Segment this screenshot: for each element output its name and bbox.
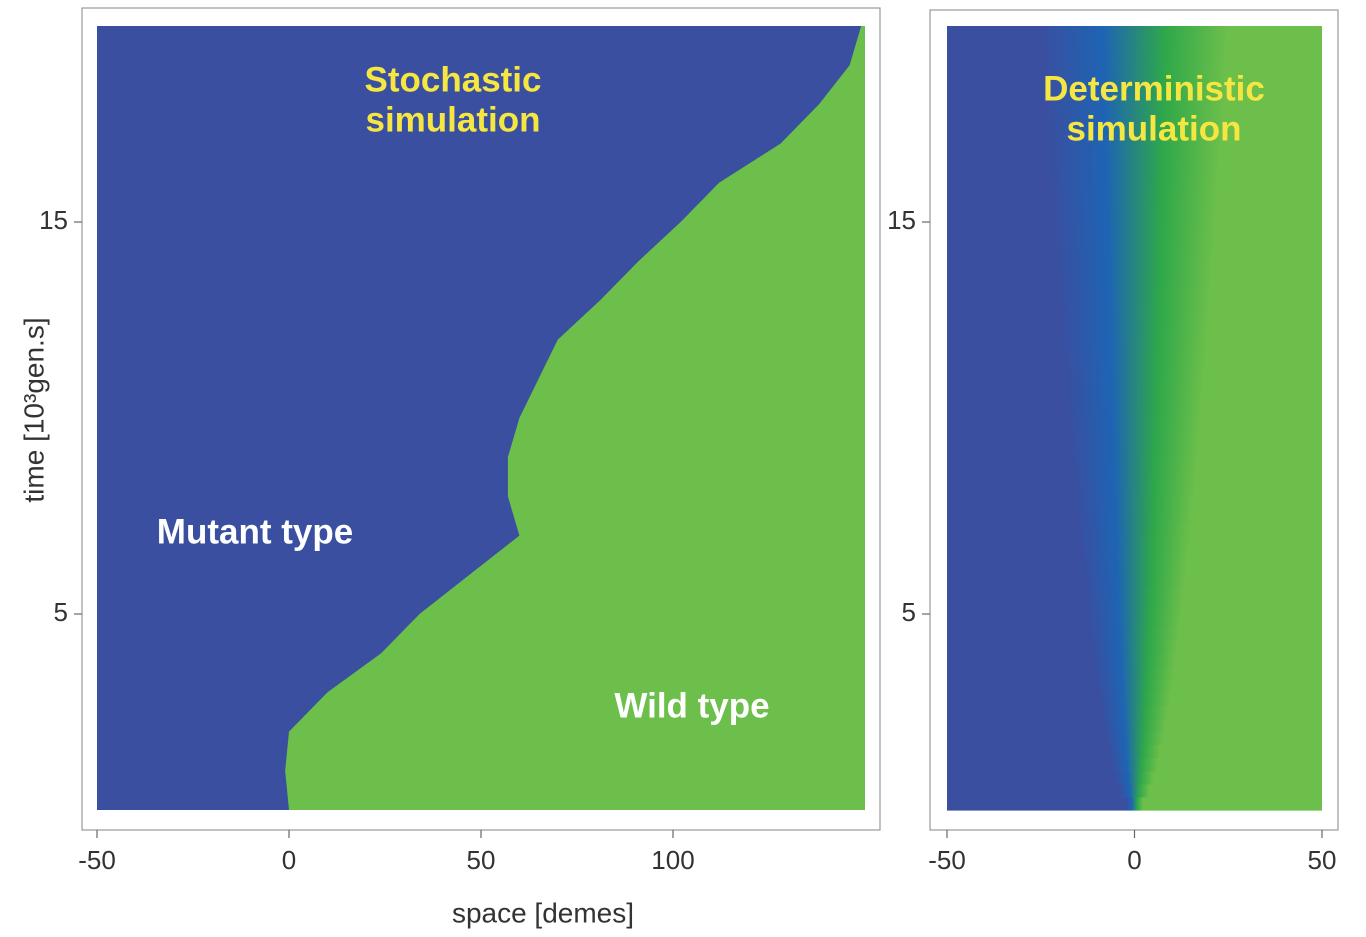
heatmap-band bbox=[947, 339, 1322, 354]
heatmap-band bbox=[947, 627, 1322, 641]
heatmap-band bbox=[947, 496, 1322, 511]
x-tick-label: -50 bbox=[78, 845, 116, 875]
heatmap-band bbox=[947, 326, 1322, 341]
x-tick-label: 0 bbox=[1127, 845, 1141, 875]
y-tick-label: 5 bbox=[902, 597, 916, 627]
heatmap-band bbox=[947, 640, 1322, 654]
heatmap-band bbox=[947, 574, 1322, 589]
x-tick-label: 100 bbox=[651, 845, 694, 875]
heatmap-band bbox=[947, 783, 1322, 798]
annotation: Stochastic bbox=[365, 60, 542, 99]
heatmap-band bbox=[947, 653, 1322, 667]
heatmap-band bbox=[947, 692, 1322, 707]
annotation: simulation bbox=[365, 100, 540, 139]
heatmap-band bbox=[947, 143, 1322, 158]
x-tick-label: 0 bbox=[282, 845, 296, 875]
x-tick-label: -50 bbox=[928, 845, 966, 875]
heatmap-band bbox=[947, 457, 1322, 471]
heatmap-band bbox=[947, 261, 1322, 275]
heatmap-band bbox=[947, 509, 1322, 524]
heatmap-band bbox=[947, 679, 1322, 693]
heatmap-band bbox=[947, 130, 1322, 145]
heatmap-band bbox=[947, 117, 1322, 132]
heatmap-band bbox=[947, 208, 1322, 223]
heatmap-band bbox=[947, 666, 1322, 680]
heatmap-band bbox=[947, 313, 1322, 328]
heatmap-band bbox=[947, 587, 1322, 602]
heatmap-band bbox=[947, 365, 1322, 380]
heatmap-band bbox=[947, 404, 1322, 419]
x-tick-label: 50 bbox=[1308, 845, 1337, 875]
heatmap-band bbox=[947, 614, 1322, 628]
heatmap-band bbox=[947, 548, 1322, 563]
y-axis-label: time [10³gen.s] bbox=[18, 317, 49, 502]
heatmap-band bbox=[947, 222, 1322, 236]
heatmap-band bbox=[947, 39, 1322, 53]
heatmap-band bbox=[947, 470, 1322, 484]
heatmap-band bbox=[947, 182, 1322, 197]
heatmap-band bbox=[947, 522, 1322, 537]
heatmap-band bbox=[947, 52, 1322, 66]
heatmap-band bbox=[947, 535, 1322, 550]
annotation: simulation bbox=[1066, 109, 1241, 148]
heatmap-band bbox=[947, 796, 1322, 811]
annotation: Wild type bbox=[614, 686, 769, 725]
heatmap-band bbox=[947, 483, 1322, 497]
y-tick-label: 5 bbox=[54, 597, 68, 627]
heatmap-band bbox=[947, 156, 1322, 171]
heatmap-band bbox=[947, 300, 1322, 315]
heatmap-band bbox=[947, 91, 1322, 105]
heatmap-band bbox=[947, 600, 1322, 615]
annotation: Deterministic bbox=[1043, 69, 1265, 108]
heatmap-band bbox=[947, 195, 1322, 210]
heatmap-band bbox=[947, 444, 1322, 458]
x-tick-label: 50 bbox=[467, 845, 496, 875]
heatmap-band bbox=[947, 78, 1322, 92]
heatmap-band bbox=[947, 705, 1322, 720]
heatmap-band bbox=[947, 378, 1322, 393]
heatmap-band bbox=[947, 561, 1322, 576]
heatmap-band bbox=[947, 287, 1322, 301]
heatmap-band bbox=[947, 248, 1322, 262]
heatmap-band bbox=[947, 235, 1322, 249]
heatmap-band bbox=[947, 770, 1322, 785]
heatmap-band bbox=[947, 274, 1322, 288]
heatmap-band bbox=[947, 169, 1322, 184]
heatmap-band bbox=[947, 431, 1322, 445]
heatmap-band bbox=[947, 718, 1322, 733]
heatmap-band bbox=[947, 757, 1322, 772]
heatmap-band bbox=[947, 65, 1322, 79]
wild-type-area bbox=[285, 26, 865, 810]
heatmap-band bbox=[947, 391, 1322, 406]
x-axis-label: space [demes] bbox=[452, 897, 634, 928]
heatmap-band bbox=[947, 26, 1322, 40]
heatmap-band bbox=[947, 744, 1322, 759]
heatmap-band bbox=[947, 352, 1322, 367]
heatmap-band bbox=[947, 418, 1322, 432]
heatmap-band bbox=[947, 731, 1322, 746]
y-tick-label: 15 bbox=[39, 205, 68, 235]
heatmap-band bbox=[947, 104, 1322, 119]
annotation: Mutant type bbox=[157, 512, 353, 551]
y-tick-label: 15 bbox=[887, 205, 916, 235]
